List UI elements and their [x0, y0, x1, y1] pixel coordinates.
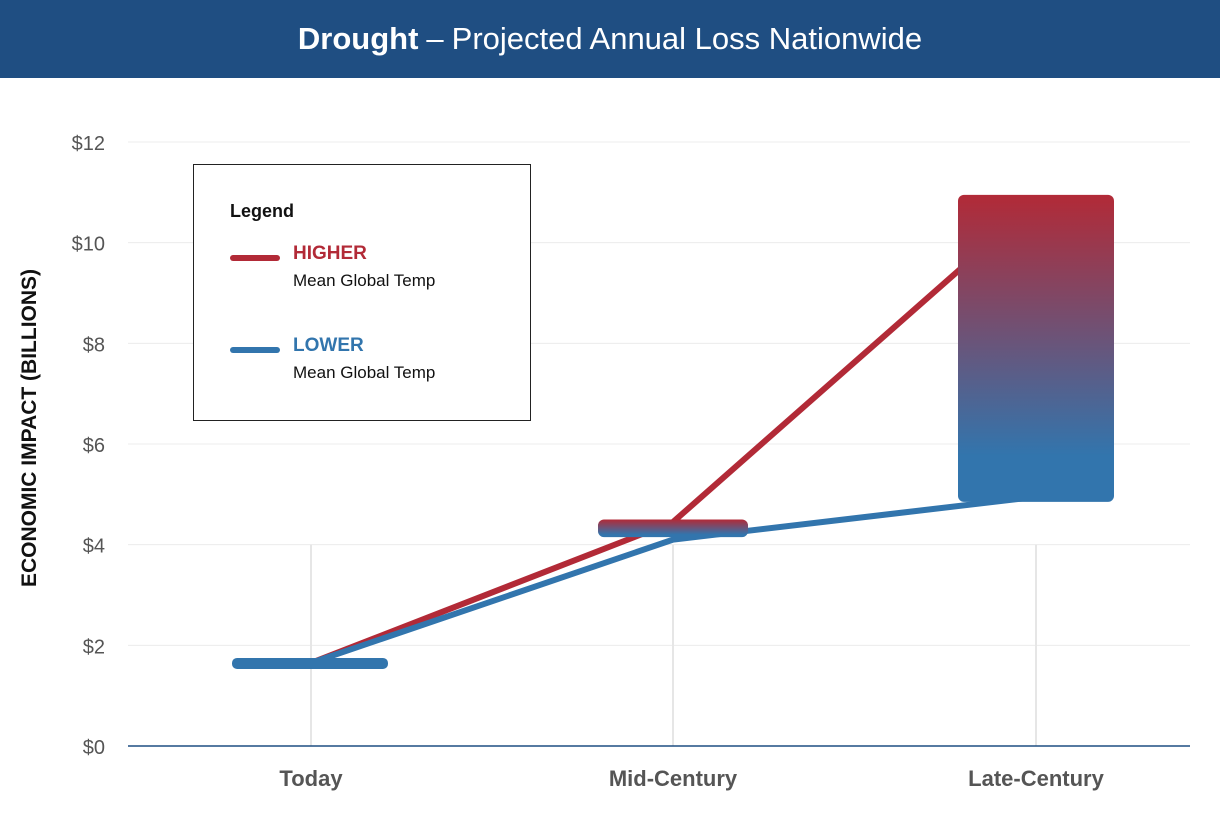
y-tick-label: $2 — [83, 636, 105, 658]
title-bold: Drought — [297, 21, 419, 56]
range-bar-today — [232, 657, 388, 669]
y-tick-label: $8 — [83, 334, 105, 356]
y-tick-label: $6 — [83, 435, 105, 457]
legend-swatch-lower — [230, 347, 280, 353]
y-tick-label: $0 — [83, 737, 105, 759]
y-axis-label: ECONOMIC IMPACT (BILLIONS) — [18, 269, 41, 587]
legend-swatch-higher — [230, 255, 280, 261]
legend-box: Legend HIGHER Mean Global Temp LOWER Mea… — [193, 164, 531, 421]
legend-desc-higher: Mean Global Temp — [293, 271, 436, 290]
y-tick-label: $10 — [72, 234, 105, 256]
range-bar-late-century — [958, 194, 1114, 502]
x-tick-label: Late-Century — [968, 766, 1104, 791]
legend-label-higher: HIGHER — [293, 243, 367, 264]
legend-desc-lower: Mean Global Temp — [293, 363, 436, 382]
legend-label-lower: LOWER — [293, 335, 364, 356]
x-tick-label: Today — [279, 766, 343, 791]
legend-title: Legend — [230, 201, 295, 221]
range-bar-mid-century — [598, 519, 748, 538]
title-rest: Projected Annual Loss Nationwide — [451, 21, 923, 56]
x-tick-label: Mid-Century — [609, 766, 738, 791]
y-tick-label: $12 — [72, 133, 105, 155]
y-tick-label: $4 — [83, 536, 105, 558]
chart-title-bar: Drought – Projected Annual Loss Nationwi… — [0, 0, 1220, 78]
lower-series-line — [308, 493, 1039, 666]
title-separator: – — [426, 21, 444, 56]
